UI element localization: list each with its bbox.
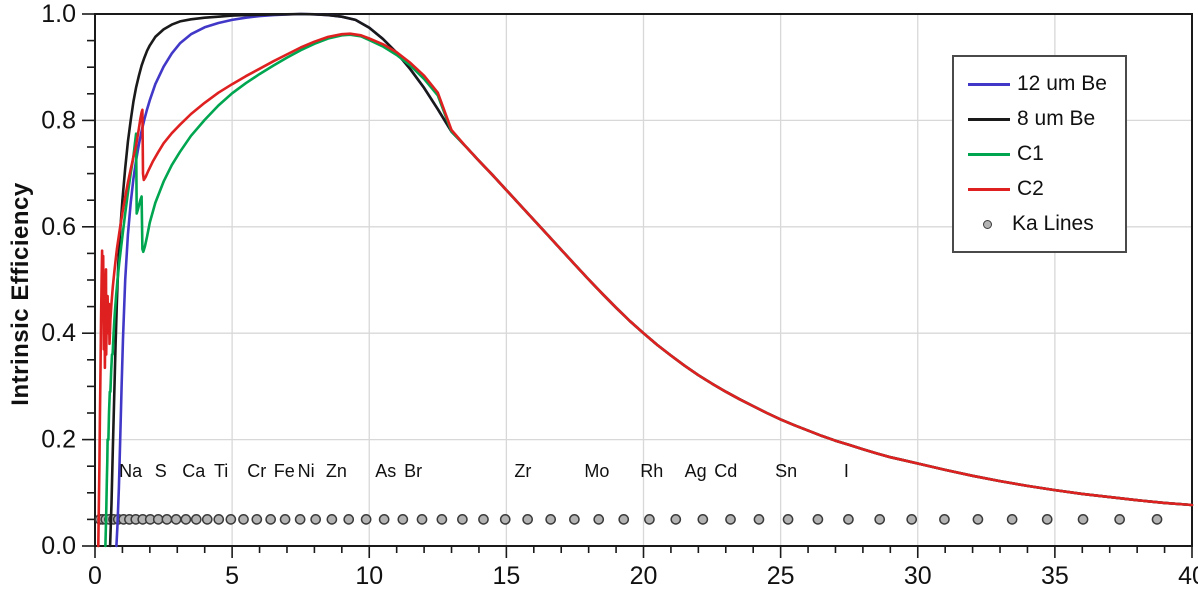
ka-line-marker — [1006, 514, 1018, 525]
x-tick-label: 5 — [225, 562, 239, 590]
ka-line-marker — [279, 514, 291, 525]
ka-line-marker — [906, 514, 918, 525]
legend-entry-label: C2 — [1017, 177, 1044, 200]
element-label-as: As — [375, 461, 396, 481]
ka-line-marker — [343, 514, 355, 525]
legend-entry-ka-lines: Ka Lines — [954, 212, 1125, 236]
element-label-s: S — [155, 461, 167, 481]
element-label-mo: Mo — [584, 461, 609, 481]
element-label-cd: Cd — [714, 461, 737, 481]
legend-entry-label: 8 um Be — [1017, 107, 1096, 130]
x-tick-label: 10 — [355, 562, 383, 590]
ka-line-marker — [499, 514, 511, 525]
ka-line-marker — [1041, 514, 1053, 525]
ka-line-marker — [152, 514, 164, 525]
ka-line-marker — [569, 514, 580, 525]
ka-line-marker — [843, 514, 854, 525]
ka-line-marker — [782, 514, 794, 525]
element-label-ag: Ag — [685, 461, 707, 481]
ka-line-marker — [725, 514, 736, 525]
ka-line-marker — [670, 514, 682, 525]
x-tick-label: 15 — [492, 562, 520, 590]
ka-line-marker — [939, 514, 950, 525]
element-label-na: Na — [119, 461, 143, 481]
ka-line-marker — [360, 514, 372, 525]
x-tick-label: 25 — [767, 562, 795, 590]
ka-line-marker — [1077, 514, 1089, 525]
element-label-rh: Rh — [640, 461, 663, 481]
element-label-sn: Sn — [775, 461, 797, 481]
ka-line-marker — [170, 514, 182, 525]
ka-line-marker — [1151, 514, 1163, 525]
element-label-zr: Zr — [514, 461, 531, 481]
y-tick-label: 0.2 — [41, 426, 76, 454]
ka-line-marker — [593, 514, 605, 525]
y-tick-label: 1.0 — [41, 0, 76, 28]
legend-line-swatch — [968, 117, 1010, 121]
ka-line-marker — [190, 514, 202, 525]
legend-entry-8um-be: 8 um Be — [954, 107, 1125, 131]
element-label-br: Br — [404, 461, 422, 481]
ka-line-marker — [457, 514, 468, 525]
ka-line-marker — [812, 514, 824, 525]
y-tick-label: 0.4 — [41, 319, 76, 347]
ka-line-marker — [265, 514, 277, 525]
legend-marker-swatch — [983, 219, 992, 229]
legend-entry-label: Ka Lines — [1012, 212, 1094, 235]
x-tick-label: 30 — [904, 562, 932, 590]
x-tick-label: 40 — [1178, 562, 1198, 590]
ka-line-marker — [478, 514, 489, 525]
ka-line-marker — [251, 514, 263, 525]
legend-entry-c2: C2 — [954, 177, 1125, 201]
legend-entry-12um-be: 12 um Be — [954, 72, 1125, 96]
legend-entry-label: 12 um Be — [1017, 72, 1107, 95]
legend-line-swatch — [968, 82, 1010, 86]
plot-frame — [94, 13, 1193, 547]
curve-c2 — [97, 32, 1194, 548]
x-tick-label: 20 — [630, 562, 658, 590]
element-label-zn: Zn — [326, 461, 347, 481]
ka-line-marker — [416, 514, 428, 525]
ka-line-marker — [644, 514, 655, 525]
y-tick-label: 0.8 — [41, 106, 76, 134]
ka-line-marker — [180, 514, 192, 525]
ka-line-marker — [397, 514, 409, 525]
ka-line-marker — [522, 514, 533, 525]
ka-line-marker — [972, 514, 984, 525]
ka-line-marker — [436, 514, 448, 525]
element-label-fe: Fe — [274, 461, 295, 481]
legend-line-swatch — [968, 152, 1010, 156]
x-tick-label: 35 — [1041, 562, 1069, 590]
ka-line-marker — [201, 514, 213, 525]
element-label-ca: Ca — [182, 461, 206, 481]
y-tick-label: 0.6 — [41, 213, 76, 241]
ka-line-marker — [1114, 514, 1125, 525]
legend-box: 12 um Be 8 um Be C1 C2 Ka Lines — [952, 55, 1127, 253]
ka-line-marker — [697, 514, 709, 525]
ka-line-marker — [378, 514, 390, 525]
legend-line-swatch — [968, 187, 1010, 191]
ka-line-marker — [213, 514, 225, 525]
element-label-ni: Ni — [298, 461, 315, 481]
y-axis-title: Intrinsic Efficiency — [7, 182, 34, 406]
element-label-i: I — [844, 461, 849, 481]
ka-line-marker — [238, 514, 249, 525]
y-tick-label: 0.0 — [41, 532, 76, 560]
legend-entry-c1: C1 — [954, 142, 1125, 166]
ka-line-marker — [874, 514, 886, 525]
x-tick-label: 0 — [88, 562, 102, 590]
ka-line-marker — [161, 514, 173, 525]
ka-line-marker — [310, 514, 322, 525]
ka-line-marker — [545, 514, 557, 525]
element-label-cr: Cr — [247, 461, 266, 481]
ka-line-marker — [225, 514, 237, 525]
ka-line-marker — [753, 514, 765, 525]
ka-line-marker — [326, 514, 338, 525]
legend-entry-label: C1 — [1017, 142, 1044, 165]
ka-line-marker — [618, 514, 630, 525]
element-label-ti: Ti — [214, 461, 228, 481]
ka-line-marker — [294, 514, 306, 525]
